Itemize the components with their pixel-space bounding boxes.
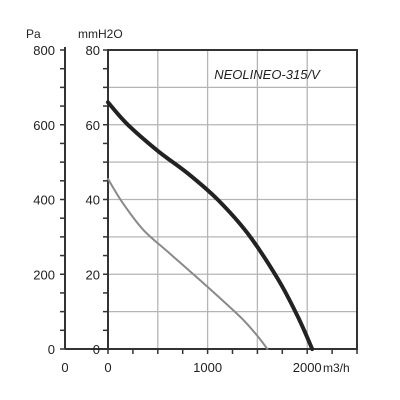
y-tick-label-mm: 40 xyxy=(86,193,100,208)
y-tick-label-pa: 600 xyxy=(33,118,55,133)
series-group xyxy=(106,100,315,351)
y-tick-label-pa: 200 xyxy=(33,267,55,282)
y-tick-label-mm: 0 xyxy=(93,342,100,357)
x-tick-label: 0 xyxy=(104,360,111,375)
series-line-high-speed xyxy=(106,100,315,351)
y-tick-label-pa: 800 xyxy=(33,43,55,58)
y-tick-label-mm: 60 xyxy=(86,118,100,133)
x-origin-label: 0 xyxy=(61,360,68,375)
grid xyxy=(108,50,357,349)
y-tick-label-pa: 0 xyxy=(48,342,55,357)
y-label-pa: Pa xyxy=(26,27,41,41)
y-tick-label-pa: 400 xyxy=(33,193,55,208)
x-tick-label: 2000 xyxy=(293,360,322,375)
x-tick-label: 1000 xyxy=(193,360,222,375)
series-line-low-speed xyxy=(107,177,269,350)
y-label-mm: mmH2O xyxy=(78,27,123,41)
y-tick-label-mm: 20 xyxy=(86,267,100,282)
chart-title: NEOLINEO-315/V xyxy=(214,67,321,82)
x-label: m3/h xyxy=(323,361,350,375)
y-tick-label-mm: 80 xyxy=(86,43,100,58)
